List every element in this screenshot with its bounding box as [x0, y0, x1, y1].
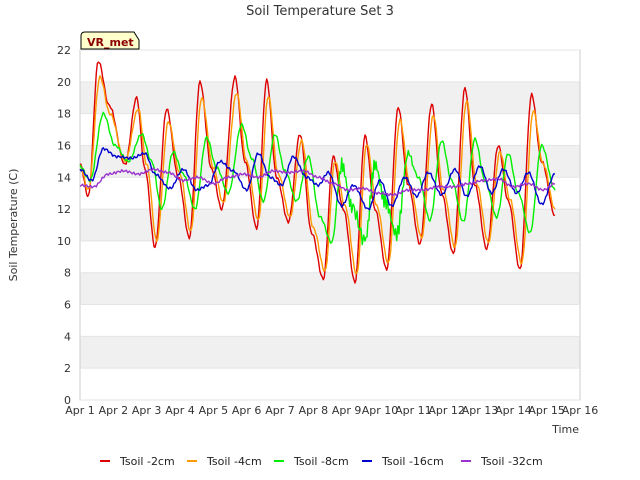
- x-tick-labels: Apr 1 Apr 2 Apr 3 Apr 4 Apr 5 Apr 6 Apr 7 Apr 8…: [65, 404, 598, 417]
- y-tick-label: 6: [64, 299, 71, 312]
- x-tick-label: Apr 3: [132, 404, 162, 417]
- x-tick-label: Apr 15: [528, 404, 565, 417]
- legend-item: Tsoil -16cm: [362, 455, 444, 468]
- x-tick-label: Apr 4: [165, 404, 195, 417]
- y-tick-label: 8: [64, 267, 71, 280]
- legend-item: Tsoil -32cm: [461, 455, 543, 468]
- y-tick-label: 20: [57, 76, 71, 89]
- series-line-tsoil-16cm: [79, 147, 556, 211]
- y-tick-label: 22: [57, 44, 71, 57]
- x-tick-label: Apr 7: [265, 404, 295, 417]
- y-tick-label: 18: [57, 108, 71, 121]
- grid-band: [80, 81, 580, 114]
- legend-item: Tsoil -2cm: [100, 455, 175, 468]
- legend-label: Tsoil -2cm: [119, 455, 175, 468]
- legend-item: Tsoil -4cm: [187, 455, 262, 468]
- legend-label: Tsoil -32cm: [480, 455, 543, 468]
- x-tick-label: Apr 9: [332, 404, 362, 417]
- x-tick-label: Apr 2: [99, 404, 129, 417]
- chart-title: Soil Temperature Set 3: [246, 4, 394, 19]
- y-tick-label: 4: [64, 330, 71, 343]
- x-tick-label: Apr 16: [562, 404, 599, 417]
- series-line-tsoil-32cm: [79, 167, 556, 197]
- x-tick-label: Apr 11: [395, 404, 432, 417]
- grid-band: [80, 272, 580, 305]
- x-tick-label: Apr 6: [232, 404, 262, 417]
- series-line-tsoil-8cm: [79, 111, 556, 246]
- y-tick-label: 2: [64, 362, 71, 375]
- legend: Tsoil -2cm Tsoil -4cm Tsoil -8cm Tsoil -16c…: [100, 455, 543, 468]
- badge-shape: [80, 31, 140, 50]
- grid-band: [80, 336, 580, 369]
- y-tick-label: 10: [57, 235, 71, 248]
- x-tick-label: Apr 1: [65, 404, 95, 417]
- series-line-tsoil-4cm: [79, 75, 556, 275]
- x-tick-label: Apr 12: [428, 404, 465, 417]
- legend-label: Tsoil -8cm: [293, 455, 349, 468]
- legend-label: Tsoil -16cm: [381, 455, 444, 468]
- legend-label: Tsoil -4cm: [206, 455, 262, 468]
- vr-met-badge: VR_met: [80, 31, 140, 50]
- y-axis-label: Soil Temperature (C): [7, 169, 20, 282]
- x-axis-label: Time: [551, 423, 579, 436]
- y-tick-label: 0: [64, 394, 71, 407]
- x-tick-label: Apr 10: [362, 404, 399, 417]
- x-tick-label: Apr 5: [199, 404, 229, 417]
- legend-item: Tsoil -8cm: [274, 455, 349, 468]
- y-tick-label: 12: [57, 203, 71, 216]
- x-tick-label: Apr 13: [462, 404, 499, 417]
- y-tick-label: 14: [57, 171, 71, 184]
- x-tick-label: Apr 14: [495, 404, 532, 417]
- series-lines: [79, 61, 556, 284]
- badge-text: VR_met: [87, 36, 134, 49]
- y-tick-label: 16: [57, 139, 71, 152]
- y-tick-labels: 0 2 4 6 8 10 12 14 16 18 20 22: [57, 44, 71, 407]
- x-tick-label: Apr 8: [299, 404, 329, 417]
